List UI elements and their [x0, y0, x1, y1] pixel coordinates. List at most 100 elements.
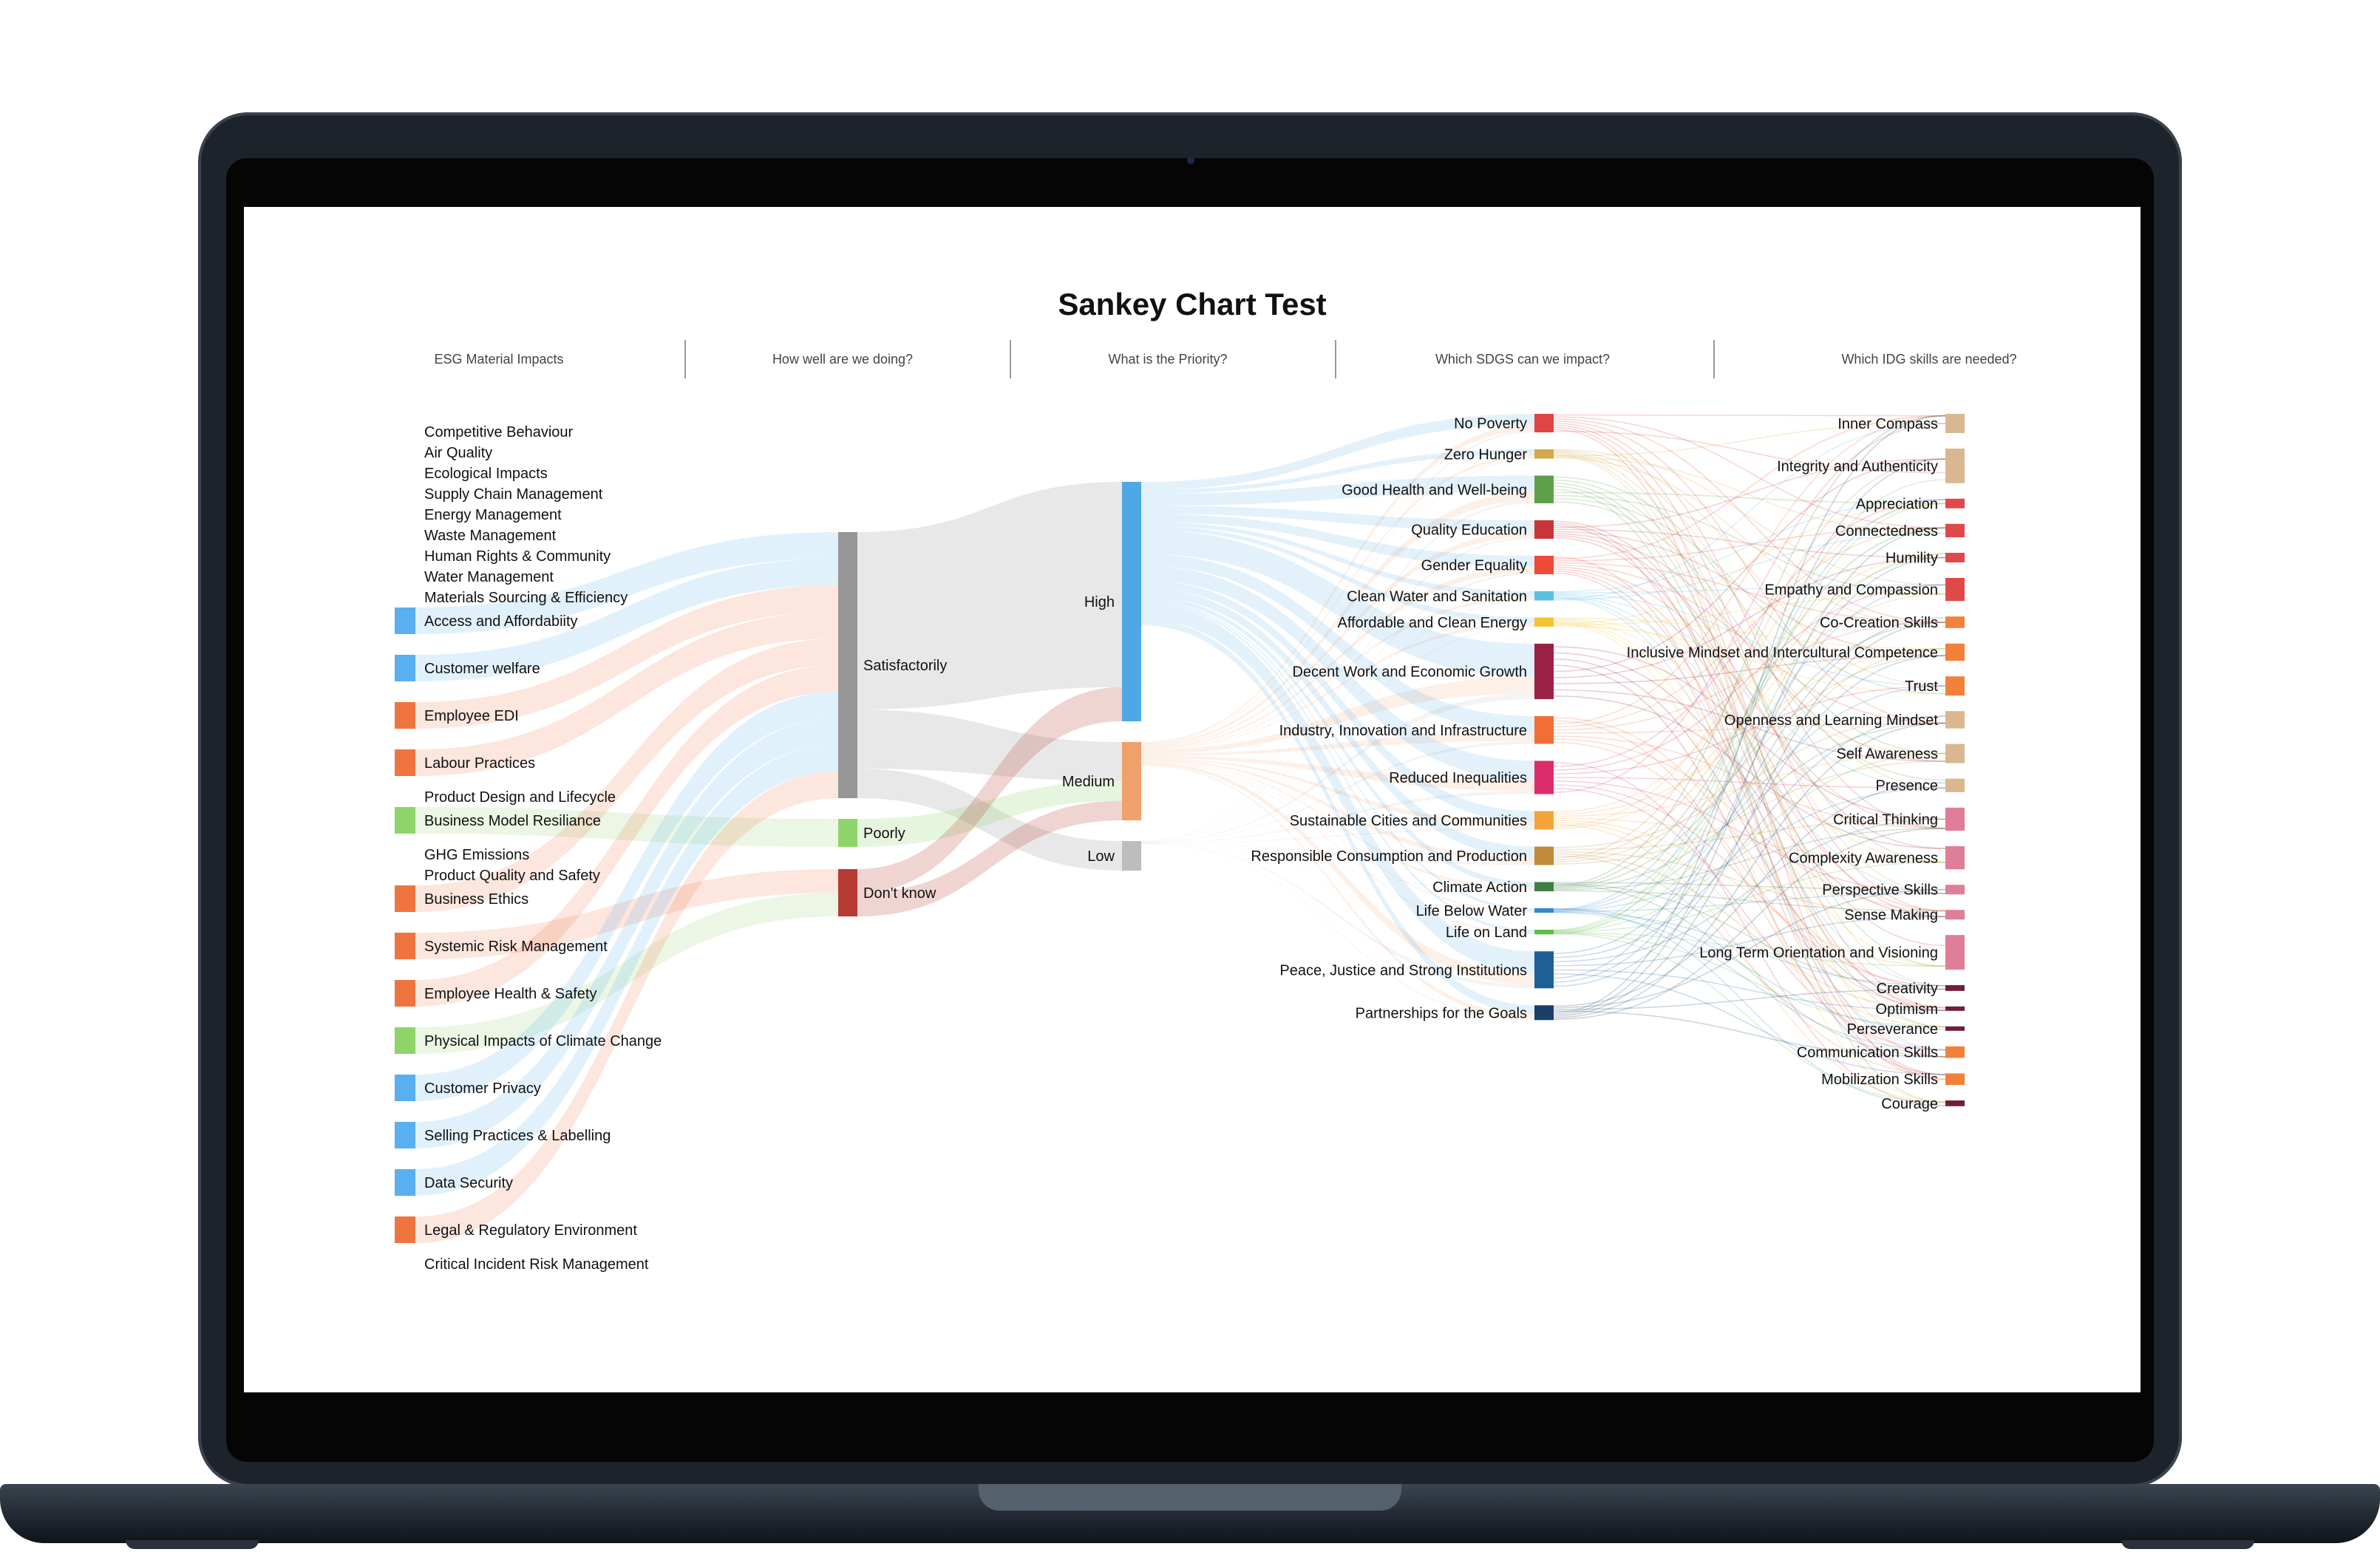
node-label-energy-management: Energy Management [424, 507, 562, 523]
node-low[interactable] [1122, 841, 1141, 871]
node-mobilization-skills[interactable] [1945, 1073, 1965, 1085]
node-label-ghg-emissions: GHG Emissions [424, 847, 529, 863]
node-label-life-on-land: Life on Land [1446, 925, 1527, 941]
node-partnerships-for-the-goals[interactable] [1534, 1005, 1554, 1021]
link-satisfactorily-to-low [857, 769, 1122, 871]
link-climate-action-to-perspective-skills [1553, 882, 1946, 891]
node-label-supply-chain-management: Supply Chain Management [424, 486, 603, 503]
node-peace-justice-and-strong-institutions[interactable] [1534, 951, 1554, 989]
link-decent-work-and-economic-growth-to-complexity-awareness [1553, 695, 1946, 849]
node-appreciation[interactable] [1945, 498, 1965, 508]
link-high-to-good-health-and-well-being [1141, 475, 1534, 506]
column-header-priority: What is the Priority? [1108, 352, 1228, 367]
node-business-model-resiliance[interactable] [395, 807, 415, 834]
link-affordable-and-clean-energy-to-complexity-awareness [1553, 619, 1946, 863]
node-no-poverty[interactable] [1534, 414, 1554, 432]
link-low-to-partnerships-for-the-goals [1141, 843, 1534, 1021]
link-medium-to-quality-education [1141, 531, 1534, 748]
node-trust[interactable] [1945, 676, 1965, 696]
node-customer-privacy[interactable] [395, 1075, 415, 1101]
link-zero-hunger-to-perspective-skills [1553, 452, 1946, 894]
node-decent-work-and-economic-growth[interactable] [1534, 644, 1554, 699]
column-separator [1335, 340, 1336, 378]
node-perspective-skills[interactable] [1945, 885, 1965, 895]
node-inclusive-mindset-and-intercultural-competence[interactable] [1945, 643, 1965, 661]
node-complexity-awareness[interactable] [1945, 846, 1965, 870]
node-creativity[interactable] [1945, 985, 1965, 991]
node-sustainable-cities-and-communities[interactable] [1534, 811, 1554, 830]
link-affordable-and-clean-energy-to-inclusive-mindset-and-intercultural-competence [1553, 617, 1946, 650]
link-affordable-and-clean-energy-to-trust [1553, 625, 1946, 695]
link-employee-edi-to-satisfactorily [415, 585, 838, 729]
node-courage[interactable] [1945, 1100, 1965, 1106]
node-inner-compass[interactable] [1945, 414, 1965, 433]
link-climate-action-to-communication-skills [1553, 884, 1946, 1058]
node-poorly[interactable] [838, 819, 857, 847]
node-data-security[interactable] [395, 1169, 415, 1196]
node-access-and-affordabiity[interactable] [395, 607, 415, 634]
node-business-ethics[interactable] [395, 885, 415, 912]
link-life-on-land-to-inclusive-mindset-and-intercultural-competence [1553, 648, 1946, 932]
node-connectedness[interactable] [1945, 523, 1965, 537]
node-label-sense-making: Sense Making [1844, 908, 1938, 924]
link-affordable-and-clean-energy-to-appreciation [1553, 503, 1946, 625]
link-responsible-consumption-and-production-to-humility [1553, 557, 1946, 861]
node-employee-health-safety[interactable] [395, 980, 415, 1007]
node-customer-welfare[interactable] [395, 655, 415, 681]
node-zero-hunger[interactable] [1534, 449, 1554, 459]
node-clean-water-and-sanitation[interactable] [1534, 591, 1554, 601]
node-employee-edi[interactable] [395, 702, 415, 729]
node-physical-impacts-of-climate-change[interactable] [395, 1027, 415, 1054]
node-presence[interactable] [1945, 778, 1965, 792]
node-communication-skills[interactable] [1945, 1046, 1965, 1058]
node-label-physical-impacts-of-climate-change: Physical Impacts of Climate Change [424, 1033, 662, 1049]
link-satisfactorily-to-high [857, 482, 1122, 709]
node-label-openness-and-learning-mindset: Openness and Learning Mindset [1724, 712, 1939, 729]
node-responsible-consumption-and-production[interactable] [1534, 846, 1554, 865]
node-sense-making[interactable] [1945, 910, 1965, 920]
node-industry-innovation-and-infrastructure[interactable] [1534, 716, 1554, 744]
link-peace-justice-and-strong-institutions-to-humility [1553, 557, 1946, 983]
link-reduced-inequalities-to-courage [1553, 762, 1946, 1106]
node-optimism[interactable] [1945, 1006, 1965, 1011]
node-systemic-risk-management[interactable] [395, 933, 415, 959]
link-climate-action-to-inner-compass [1553, 415, 1946, 887]
link-customer-privacy-to-satisfactorily [415, 692, 838, 1101]
link-business-model-resiliance-to-poorly [415, 807, 838, 847]
node-humility[interactable] [1945, 553, 1965, 562]
node-life-on-land[interactable] [1534, 930, 1554, 935]
node-long-term-orientation-and-visioning[interactable] [1945, 935, 1965, 970]
node-don-t-know[interactable] [838, 869, 857, 916]
node-label-creativity: Creativity [1877, 981, 1938, 997]
node-empathy-and-compassion[interactable] [1945, 578, 1965, 602]
link-customer-welfare-to-satisfactorily [415, 559, 838, 681]
link-satisfactorily-to-medium [857, 709, 1122, 781]
node-integrity-and-authenticity[interactable] [1945, 449, 1965, 483]
link-responsible-consumption-and-production-to-mobilization-skills [1553, 855, 1946, 1075]
node-satisfactorily[interactable] [838, 532, 857, 798]
node-openness-and-learning-mindset[interactable] [1945, 711, 1965, 729]
node-co-creation-skills[interactable] [1945, 616, 1965, 628]
node-selling-practices-labelling[interactable] [395, 1122, 415, 1148]
node-labour-practices[interactable] [395, 749, 415, 776]
node-affordable-and-clean-energy[interactable] [1534, 617, 1554, 627]
node-life-below-water[interactable] [1534, 908, 1554, 913]
node-climate-action[interactable] [1534, 882, 1554, 892]
node-label-sustainable-cities-and-communities: Sustainable Cities and Communities [1290, 813, 1527, 829]
node-quality-education[interactable] [1534, 520, 1554, 539]
node-critical-thinking[interactable] [1945, 807, 1965, 831]
node-label-human-rights-community: Human Rights & Community [424, 548, 611, 565]
node-medium[interactable] [1122, 742, 1141, 820]
node-good-health-and-well-being[interactable] [1534, 475, 1554, 504]
node-legal-regulatory-environment[interactable] [395, 1216, 415, 1243]
node-reduced-inequalities[interactable] [1534, 760, 1554, 794]
link-low-to-clean-water-and-sanitation [1141, 599, 1534, 843]
node-high[interactable] [1122, 482, 1141, 721]
node-self-awareness[interactable] [1945, 743, 1965, 763]
laptop-foot-left [126, 1540, 259, 1549]
node-label-complexity-awareness: Complexity Awareness [1789, 851, 1938, 867]
node-label-humility: Humility [1886, 551, 1938, 567]
link-life-on-land-to-integrity-and-authenticity [1553, 479, 1946, 931]
node-perseverance[interactable] [1945, 1026, 1965, 1031]
node-gender-equality[interactable] [1534, 556, 1554, 574]
